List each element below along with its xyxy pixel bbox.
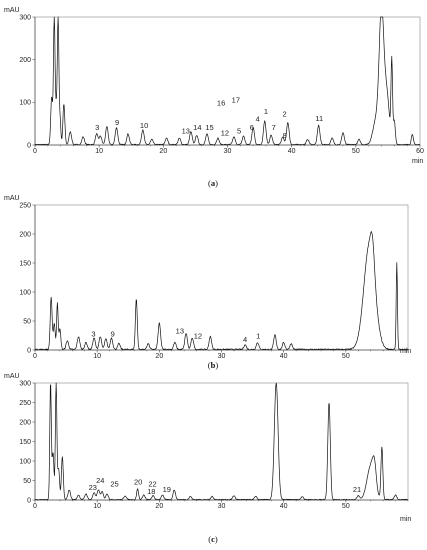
plot-frame bbox=[34, 16, 421, 146]
x-tick-label: 10 bbox=[95, 148, 103, 155]
peak-label: 15 bbox=[205, 123, 213, 132]
y-tick-label: 0 bbox=[27, 497, 31, 504]
y-tick-label: 100 bbox=[19, 100, 31, 107]
peak-label: 18 bbox=[147, 487, 155, 496]
x-tick-label: 10 bbox=[93, 353, 101, 360]
x-tick-label: 40 bbox=[288, 148, 296, 155]
y-tick-label: 0 bbox=[27, 347, 31, 354]
y-tick-label: 200 bbox=[19, 231, 31, 238]
peak-label: 3 bbox=[91, 329, 95, 338]
peak-label: 13 bbox=[182, 127, 190, 136]
peak-label: 12 bbox=[221, 128, 229, 137]
peak-label: 16 bbox=[217, 98, 225, 107]
peak-label: 14 bbox=[193, 123, 201, 132]
peak-label: 7 bbox=[272, 123, 276, 132]
chromatogram-trace bbox=[34, 231, 409, 351]
x-unit-label: min bbox=[400, 348, 411, 355]
y-tick-label: 50 bbox=[23, 478, 31, 485]
x-tick-label: 50 bbox=[342, 503, 350, 510]
x-tick-label: 20 bbox=[155, 503, 163, 510]
y-tick-label: 200 bbox=[19, 419, 31, 426]
x-tick-label: 40 bbox=[280, 503, 288, 510]
peak-label: 9 bbox=[115, 118, 119, 127]
panel-letter: a bbox=[211, 178, 216, 188]
y-tick-label: 150 bbox=[19, 260, 31, 267]
peak-label: 6 bbox=[250, 123, 254, 132]
y-tick-label: 200 bbox=[19, 57, 31, 64]
peak-label: 13 bbox=[176, 327, 184, 336]
peak-label: 23 bbox=[89, 483, 97, 492]
y-tick-label: 250 bbox=[19, 400, 31, 407]
panel-caption: (a) bbox=[208, 178, 218, 188]
panel-caption: (c) bbox=[208, 534, 218, 544]
plot-frame bbox=[34, 204, 409, 351]
peak-label: 2 bbox=[283, 110, 287, 119]
x-tick-label: 0 bbox=[33, 503, 37, 510]
y-unit-label: mAU bbox=[4, 7, 20, 14]
x-tick-label: 0 bbox=[33, 148, 37, 155]
y-tick-label: 300 bbox=[19, 380, 31, 387]
x-unit-label: min bbox=[400, 516, 411, 523]
y-tick-label: 100 bbox=[19, 289, 31, 296]
peak-label: 20 bbox=[134, 477, 142, 486]
x-tick-label: 30 bbox=[218, 353, 226, 360]
x-unit-label: min bbox=[412, 158, 423, 165]
peak-label: 24 bbox=[96, 476, 104, 485]
y-tick-label: 300 bbox=[19, 14, 31, 21]
x-tick-label: 30 bbox=[224, 148, 232, 155]
y-unit-label: mAU bbox=[4, 195, 20, 202]
peak-label: 5 bbox=[237, 127, 241, 136]
peak-label: 9 bbox=[111, 329, 115, 338]
y-unit-label: mAU bbox=[4, 373, 20, 380]
x-tick-label: 30 bbox=[218, 503, 226, 510]
peak-label: 10 bbox=[140, 121, 148, 130]
y-tick-label: 0 bbox=[27, 142, 31, 149]
y-tick-label: 150 bbox=[19, 439, 31, 446]
panel-letter: b bbox=[211, 360, 216, 370]
y-tick-label: 50 bbox=[23, 318, 31, 325]
peak-label: 11 bbox=[315, 114, 323, 123]
x-tick-label: 20 bbox=[159, 148, 167, 155]
peak-label: 4 bbox=[243, 335, 247, 344]
x-tick-label: 50 bbox=[342, 353, 350, 360]
peak-label: 8 bbox=[283, 131, 287, 140]
peak-label: 4 bbox=[256, 115, 260, 124]
peak-label: 1 bbox=[256, 332, 260, 341]
x-tick-label: 10 bbox=[93, 503, 101, 510]
chromatogram-panel-b: mAU min 0 50 100 150 200 250 0 10 20 30 40 50 3 9 13 12 4 1… bbox=[4, 195, 411, 370]
y-tick-label: 250 bbox=[19, 202, 31, 209]
x-tick-label: 60 bbox=[416, 148, 424, 155]
x-tick-label: 40 bbox=[280, 353, 288, 360]
peak-label: 1 bbox=[264, 107, 268, 116]
peak-label: 25 bbox=[110, 479, 118, 488]
peak-label: 3 bbox=[95, 123, 99, 132]
peak-label: 22 bbox=[148, 479, 156, 488]
peak-label: 17 bbox=[232, 95, 240, 104]
y-tick-label: 100 bbox=[19, 458, 31, 465]
panel-caption: (b) bbox=[208, 360, 219, 370]
x-tick-label: 20 bbox=[155, 353, 163, 360]
x-tick-label: 0 bbox=[33, 353, 37, 360]
peak-label: 12 bbox=[194, 332, 202, 341]
peak-label: 19 bbox=[163, 485, 171, 494]
panel-letter: c bbox=[211, 534, 215, 544]
chromatogram-trace bbox=[34, 16, 421, 146]
chromatogram-trace bbox=[34, 382, 409, 501]
x-tick-label: 50 bbox=[352, 148, 360, 155]
peak-label: 21 bbox=[353, 485, 361, 494]
